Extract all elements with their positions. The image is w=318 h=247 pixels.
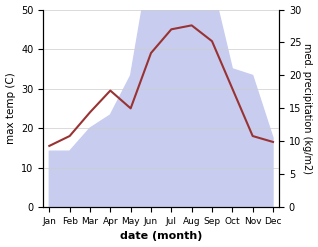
Y-axis label: max temp (C): max temp (C): [5, 72, 16, 144]
Y-axis label: med. precipitation (kg/m2): med. precipitation (kg/m2): [302, 43, 313, 174]
X-axis label: date (month): date (month): [120, 231, 202, 242]
